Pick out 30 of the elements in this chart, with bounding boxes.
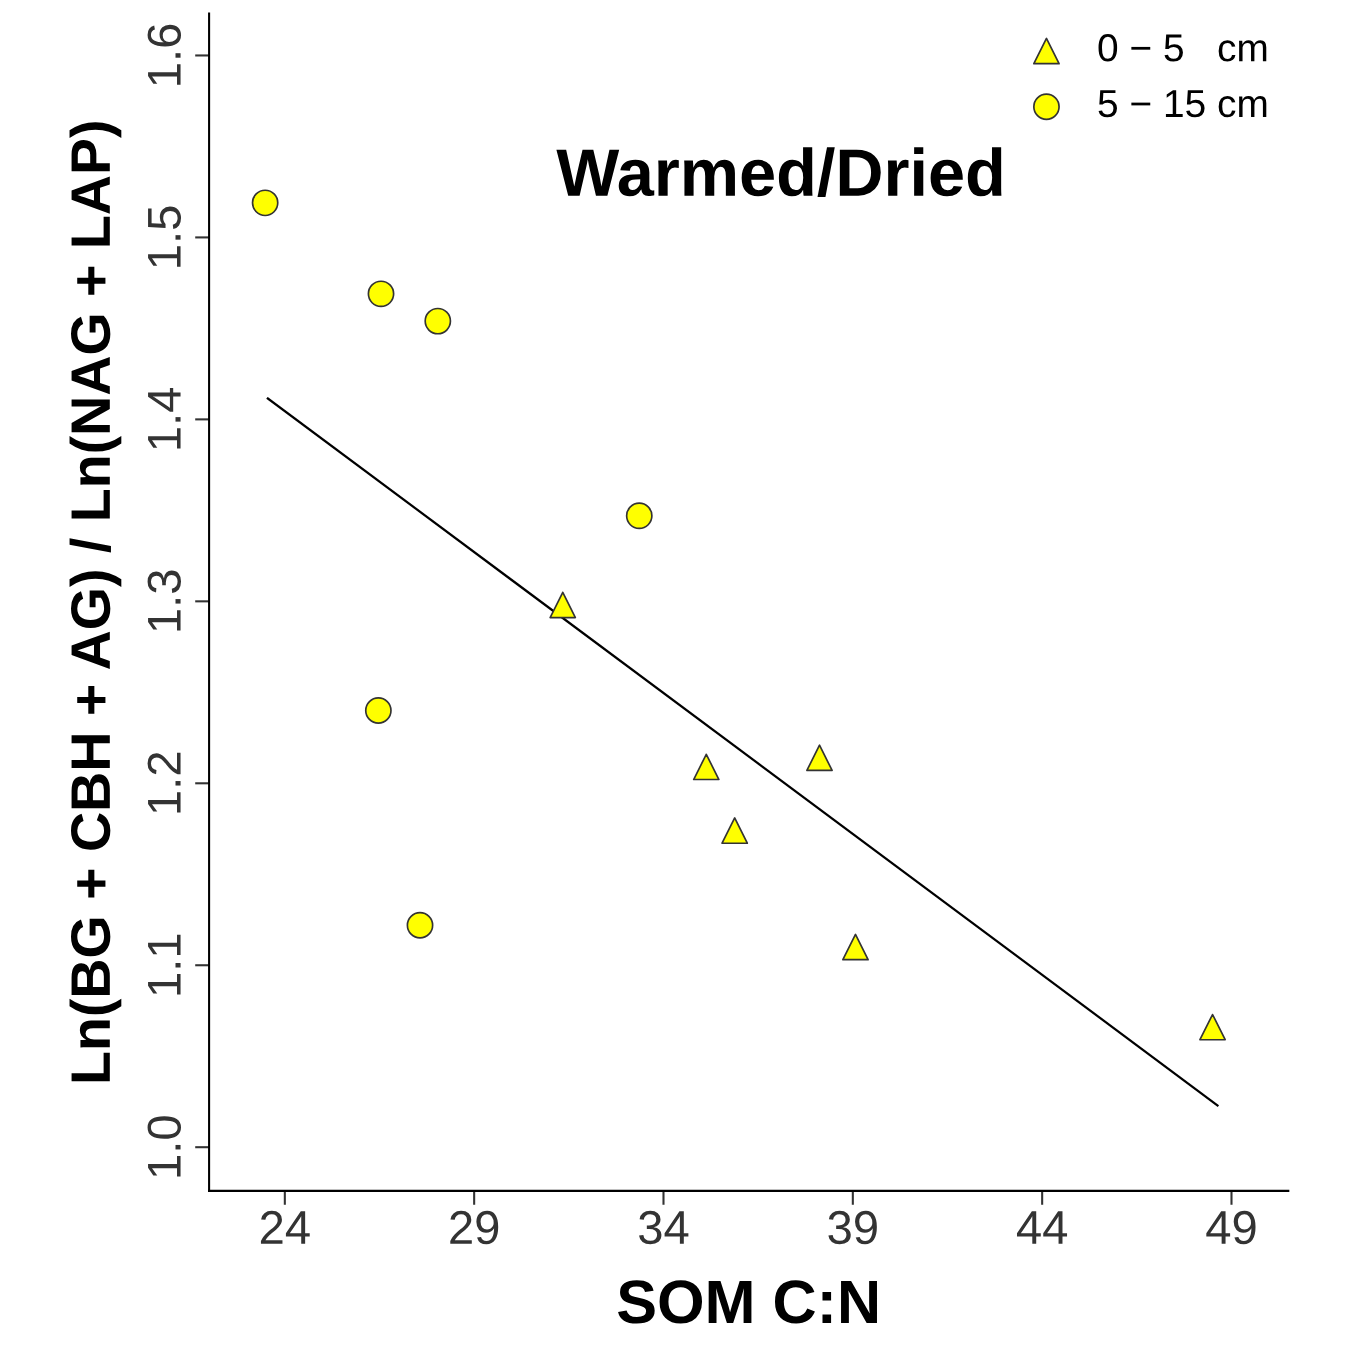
point <box>625 502 653 530</box>
x-tick-label: 44 <box>1016 1211 1068 1244</box>
y-tick-label: 1.2 <box>147 752 181 813</box>
y-tick-label: 1.0 <box>147 1116 182 1177</box>
y-tick-label: 1.5 <box>148 206 182 267</box>
point <box>406 911 434 939</box>
x-tick-label: 49 <box>1206 1210 1256 1245</box>
point <box>251 189 279 217</box>
y-axis-title: Ln(BG + CBH + AG) / Ln(NAG + LAP) <box>69 122 122 1082</box>
point <box>692 753 720 781</box>
point <box>424 307 452 335</box>
legend-label: 0 − 5 cm <box>1098 34 1267 62</box>
point <box>721 817 749 845</box>
point <box>367 280 395 308</box>
x-tick-label: 34 <box>639 1210 689 1245</box>
x-tick-label: 24 <box>260 1210 310 1244</box>
y-tick-label: 1.6 <box>147 24 182 85</box>
point <box>549 591 577 619</box>
legend-label: 5 − 15 cm <box>1098 90 1267 118</box>
x-axis-title: SOM C:N <box>618 1280 877 1324</box>
point <box>842 933 869 961</box>
x-tick-label: 39 <box>828 1210 877 1245</box>
point <box>806 744 833 772</box>
annotation: Warmed/Dried <box>556 147 1002 197</box>
x-tick-label: 29 <box>450 1210 499 1245</box>
y-tick-label: 1.3 <box>147 570 182 631</box>
y-tick-label: 1.4 <box>148 387 181 449</box>
y-tick-label: 1.1 <box>148 934 181 995</box>
point <box>364 697 392 724</box>
point <box>1199 1013 1227 1041</box>
